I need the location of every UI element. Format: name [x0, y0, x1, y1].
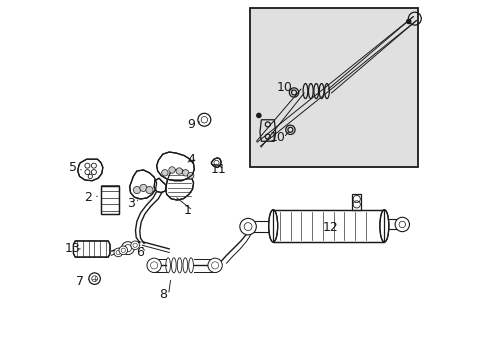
Text: 13: 13 — [64, 242, 80, 255]
Ellipse shape — [268, 210, 277, 242]
Circle shape — [114, 248, 122, 257]
Ellipse shape — [379, 210, 388, 242]
Circle shape — [89, 273, 100, 284]
Polygon shape — [351, 194, 360, 210]
Polygon shape — [78, 159, 102, 181]
Circle shape — [119, 246, 127, 255]
Circle shape — [133, 186, 140, 194]
Circle shape — [394, 217, 408, 231]
Circle shape — [256, 113, 261, 118]
Circle shape — [147, 258, 161, 273]
Text: 1: 1 — [183, 204, 191, 217]
Polygon shape — [129, 170, 156, 199]
Text: 6: 6 — [136, 246, 144, 259]
Text: 5: 5 — [69, 161, 77, 174]
Circle shape — [239, 219, 256, 235]
Text: 7: 7 — [76, 275, 84, 288]
Circle shape — [176, 168, 182, 174]
Text: 12: 12 — [322, 221, 338, 234]
Circle shape — [162, 170, 168, 176]
Circle shape — [168, 167, 175, 173]
Text: 10: 10 — [276, 81, 292, 94]
Circle shape — [140, 184, 147, 192]
Polygon shape — [156, 152, 194, 181]
Circle shape — [198, 113, 210, 126]
Text: 10: 10 — [269, 131, 285, 144]
Text: 2: 2 — [84, 192, 92, 204]
Bar — [101, 186, 119, 215]
Circle shape — [187, 172, 194, 179]
Bar — [249, 8, 418, 167]
Polygon shape — [165, 169, 193, 200]
Circle shape — [182, 170, 188, 176]
Circle shape — [131, 241, 139, 249]
Text: 4: 4 — [187, 153, 195, 166]
Circle shape — [121, 242, 134, 255]
Circle shape — [207, 258, 222, 273]
Text: 9: 9 — [187, 118, 195, 131]
Text: 8: 8 — [159, 288, 166, 301]
Bar — [101, 186, 119, 215]
Circle shape — [406, 19, 410, 24]
Polygon shape — [273, 210, 384, 242]
Polygon shape — [154, 178, 166, 193]
Text: 11: 11 — [210, 163, 226, 176]
Text: 3: 3 — [126, 197, 135, 210]
Circle shape — [145, 186, 153, 194]
Polygon shape — [73, 241, 110, 257]
Polygon shape — [211, 158, 221, 167]
